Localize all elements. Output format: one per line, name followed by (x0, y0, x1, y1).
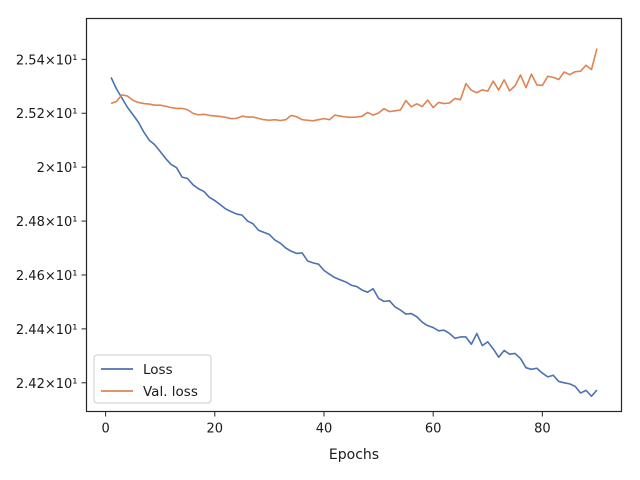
y-tick-label: 2.54×10¹ (16, 53, 78, 68)
x-tick-label: 0 (101, 422, 109, 437)
y-tick-label: 2.44×10¹ (16, 323, 78, 338)
y-tick-label: 2.52×10¹ (16, 107, 78, 122)
legend-label-val-loss: Val. loss (143, 384, 198, 400)
x-tick-label: 80 (534, 422, 551, 437)
series-layer (110, 48, 598, 398)
plot-frame (85, 17, 623, 413)
x-axis: 0 20 40 60 80 (101, 411, 551, 437)
x-axis-label: Epochs (329, 447, 379, 463)
y-tick-label: 2.46×10¹ (16, 269, 78, 284)
legend-label-loss: Loss (143, 362, 173, 378)
x-tick-label: 40 (316, 422, 333, 437)
series-line-val-loss (110, 48, 598, 122)
y-tick-label: 2.42×10¹ (16, 377, 78, 392)
y-tick-label: 2×10¹ (37, 161, 78, 176)
y-tick-label: 2.48×10¹ (16, 215, 78, 230)
legend: Loss Val. loss (93, 354, 212, 404)
x-tick-label: 20 (207, 422, 224, 437)
y-axis: 2.42×10¹ 2.44×10¹ 2.46×10¹ 2.48×10¹ 2×10¹ 2.5… (16, 53, 87, 392)
x-tick-label: 60 (425, 422, 442, 437)
series-line-loss (110, 77, 598, 398)
